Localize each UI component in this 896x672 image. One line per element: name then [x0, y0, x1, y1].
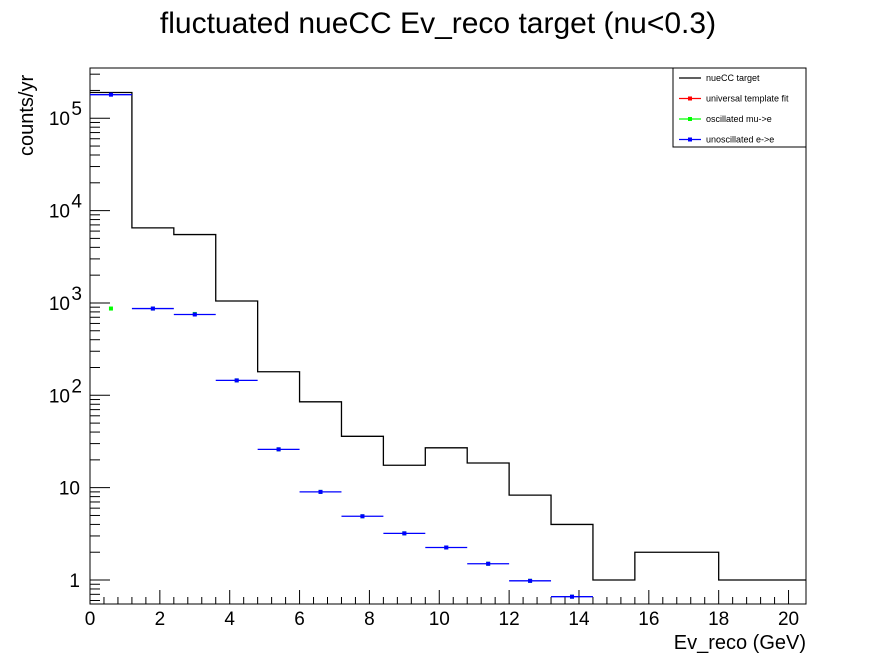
- x-tick-label: 10: [429, 609, 450, 630]
- series-unoscillated-marker: [569, 594, 574, 599]
- y-tick-label: 10: [49, 386, 70, 407]
- y-axis-label: counts/yr: [16, 75, 38, 156]
- series-unoscillated-marker: [192, 312, 197, 317]
- legend-marker: [688, 117, 692, 121]
- x-tick-label: 16: [638, 609, 659, 630]
- legend-entry-label: nueCC target: [706, 73, 760, 83]
- series-unoscillated-marker: [234, 378, 239, 383]
- series-unoscillated-marker: [360, 514, 365, 519]
- x-tick-label: 14: [568, 609, 590, 630]
- x-tick-label: 8: [364, 609, 375, 630]
- plot-frame: [89, 67, 807, 605]
- series-unoscillated-marker: [276, 447, 281, 452]
- x-axis-label: Ev_reco (GeV): [674, 632, 806, 654]
- series-unoscillated-marker: [444, 545, 449, 550]
- series-unoscillated-marker: [486, 561, 491, 566]
- chart-title: fluctuated nueCC Ev_reco target (nu<0.3): [160, 7, 716, 40]
- series-unoscillated-marker: [528, 578, 533, 583]
- x-tick-label: 4: [224, 609, 235, 630]
- y-tick-exponent: 2: [71, 376, 82, 397]
- y-tick-label: 10: [49, 294, 70, 315]
- legend-box: [672, 67, 807, 148]
- y-tick-exponent: 5: [71, 99, 82, 120]
- y-tick-label: 1: [69, 571, 80, 592]
- series-target-step-line: [90, 91, 806, 581]
- x-tick-label: 20: [778, 609, 799, 630]
- legend: nueCC target universal template fit oscill…: [672, 67, 807, 148]
- legend-entry-label: oscillated mu->e: [706, 114, 772, 124]
- series-unoscillated-marker: [108, 92, 113, 97]
- y-tick-label: 10: [49, 109, 70, 130]
- series-unoscillated-marker: [318, 489, 323, 494]
- series-unoscillated-marker: [150, 306, 155, 311]
- legend-marker: [688, 137, 692, 142]
- y-tick-label: 10: [49, 202, 70, 223]
- legend-entry-label: unoscillated e->e: [706, 135, 774, 145]
- x-tick-label: 2: [155, 609, 166, 630]
- x-tick-label: 0: [85, 609, 96, 630]
- y-tick-label: 10: [59, 479, 80, 500]
- series-oscillated-point: [108, 306, 113, 311]
- x-tick-label: 12: [499, 609, 520, 630]
- y-tick-exponent: 4: [71, 192, 82, 213]
- x-tick-label: 6: [294, 609, 305, 630]
- x-tick-label: 18: [708, 609, 729, 630]
- legend-marker: [688, 96, 692, 101]
- y-tick-exponent: 3: [71, 284, 82, 305]
- series-unoscillated-marker: [402, 531, 407, 536]
- legend-entry-label: universal template fit: [706, 94, 789, 104]
